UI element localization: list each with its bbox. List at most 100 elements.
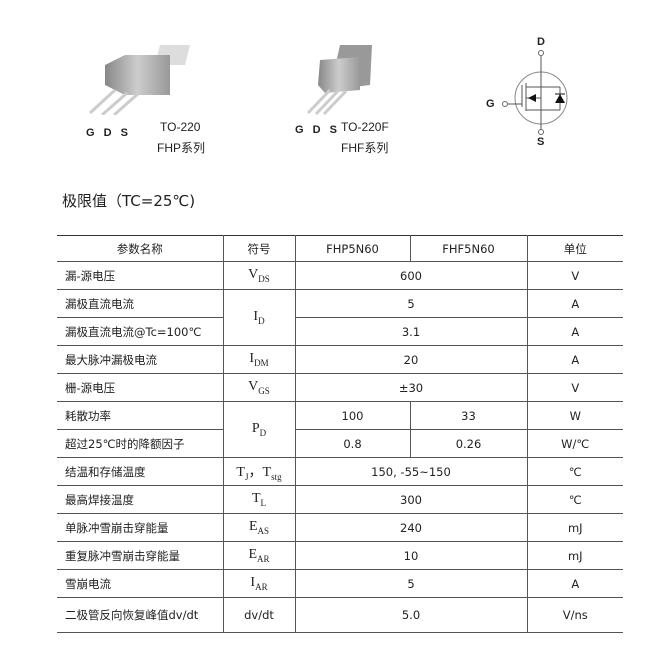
absolute-max-ratings-table: 参数名称 符号 FHP5N60 FHF5N60 单位 漏-源电压 VDS 600 V 漏… (57, 235, 623, 633)
symbol-cell: TJ，Tstg (222, 457, 295, 486)
value-shared: 600 (294, 261, 527, 290)
symbol-cell: EAS (222, 513, 295, 542)
symbol-cell: VDS (222, 261, 295, 290)
symbol-cell: EAR (222, 541, 295, 570)
table-row: 漏极直流电流@Tc=100℃ 3.1 A (57, 317, 623, 346)
symbol-2: ，T (248, 465, 272, 481)
symbol: T (236, 465, 245, 481)
symbol-subscript: GS (258, 385, 270, 396)
table-row: 二极管反向恢复峰值dv/dt dv/dt 5.0 V/ns (57, 597, 623, 633)
param-name: 重复脉冲雪崩击穿能量 (57, 541, 223, 570)
header-symbol: 符号 (222, 235, 295, 262)
symbol-cell: IDM (222, 345, 295, 374)
unit: V/ns (526, 597, 623, 633)
symbol-subscript: AR (255, 581, 268, 592)
table-row: 雪崩电流 IAR 5 A (57, 569, 623, 598)
param-name: 最高焊接温度 (57, 485, 223, 514)
param-name: 超过25℃时的降额因子 (57, 429, 223, 458)
symbol-subscript: J (244, 471, 249, 482)
symbol-cell: dv/dt (222, 597, 295, 633)
symbol-cell: IAR (222, 569, 295, 598)
value-shared: 300 (294, 485, 527, 514)
to220f-package-image (306, 45, 372, 115)
symbol: E (248, 547, 258, 563)
value-shared: 150, -55~150 (294, 457, 527, 486)
to220f-series: FHF系列 (341, 141, 389, 155)
unit: ℃ (526, 457, 623, 486)
unit: ℃ (526, 485, 623, 514)
param-name: 结温和存储温度 (57, 457, 223, 486)
param-name: 漏极直流电流 (57, 289, 223, 318)
symbol: I (250, 575, 256, 591)
value-shared: 10 (294, 541, 527, 570)
drain-label: D (537, 36, 548, 48)
section-title: 极限值（TC=25℃) (62, 192, 196, 210)
symbol-subscript: D (258, 315, 265, 326)
symbol-2-subscript: stg (271, 471, 282, 482)
param-name: 漏-源电压 (57, 261, 223, 290)
value-shared: 5 (294, 289, 527, 318)
header-fhf5n60: FHF5N60 (409, 235, 527, 262)
table-row: 超过25℃时的降额因子 0.8 0.26 W/℃ (57, 429, 623, 458)
header-fhp5n60: FHP5N60 (294, 235, 410, 262)
table-row: 漏极直流电流 ID 5 A (57, 289, 623, 346)
value-shared: 3.1 (294, 317, 527, 346)
symbol: E (248, 519, 258, 535)
unit: mJ (526, 513, 623, 542)
header-param: 参数名称 (57, 235, 223, 262)
symbol-subscript: DM (254, 357, 269, 368)
symbol: dv/dt (244, 608, 274, 622)
unit: A (526, 289, 623, 318)
table-row: 重复脉冲雪崩击穿能量 EAR 10 mJ (57, 541, 623, 570)
value-fhf5n60: 0.26 (409, 429, 527, 458)
table-header-row: 参数名称 符号 FHP5N60 FHF5N60 单位 (57, 235, 623, 262)
to220-package-name: TO-220 (160, 120, 201, 134)
to220-package-image (88, 45, 190, 115)
value-fhp5n60: 100 (294, 401, 410, 430)
symbol: V (248, 267, 259, 283)
table-row: 最高焊接温度 TL 300 ℃ (57, 485, 623, 514)
unit: W/℃ (526, 429, 623, 458)
unit: W (526, 401, 623, 430)
symbol: P (251, 421, 260, 437)
symbol-subscript: AR (257, 553, 270, 564)
symbol-subscript: DS (258, 273, 270, 284)
unit: A (526, 345, 623, 374)
symbol: I (249, 351, 255, 367)
table-row: 最大脉冲漏极电流 IDM 20 A (57, 345, 623, 374)
value-shared: 20 (294, 345, 527, 374)
symbol-cell: PD (222, 401, 295, 458)
unit: V (526, 373, 623, 402)
param-name: 雪崩电流 (57, 569, 223, 598)
symbol-subscript: AS (257, 525, 270, 536)
symbol-subscript: D (259, 427, 267, 438)
value-fhp5n60: 0.8 (294, 429, 410, 458)
value-shared: 5.0 (294, 597, 527, 633)
to220f-pin-labels: G D S (295, 124, 340, 136)
symbol-cell: VGS (222, 373, 295, 402)
to220f-package-name: TO-220F (341, 120, 389, 134)
symbol-cell: TL (222, 485, 295, 514)
param-name: 单脉冲雪崩击穿能量 (57, 513, 223, 542)
symbol-cell: ID (222, 289, 295, 346)
to220-pin-labels: G D S (86, 127, 131, 139)
param-name: 二极管反向恢复峰值dv/dt (57, 597, 223, 633)
symbol: V (248, 379, 259, 395)
value-shared: 5 (294, 569, 527, 598)
gate-label: G (486, 98, 498, 110)
symbol: I (253, 309, 259, 325)
param-name: 耗散功率 (57, 401, 223, 430)
mosfet-symbol-icon (502, 50, 568, 135)
source-label: S (537, 136, 548, 148)
param-name: 漏极直流电流@Tc=100℃ (57, 317, 223, 346)
symbol-subscript: L (260, 497, 267, 508)
value-shared: 240 (294, 513, 527, 542)
value-fhf5n60: 33 (409, 401, 527, 430)
param-name: 栅-源电压 (57, 373, 223, 402)
unit: A (526, 569, 623, 598)
unit: A (526, 317, 623, 346)
table-row: 结温和存储温度 TJ，Tstg 150, -55~150 ℃ (57, 457, 623, 486)
unit: V (526, 261, 623, 290)
value-shared: ±30 (294, 373, 527, 402)
param-name: 最大脉冲漏极电流 (57, 345, 223, 374)
